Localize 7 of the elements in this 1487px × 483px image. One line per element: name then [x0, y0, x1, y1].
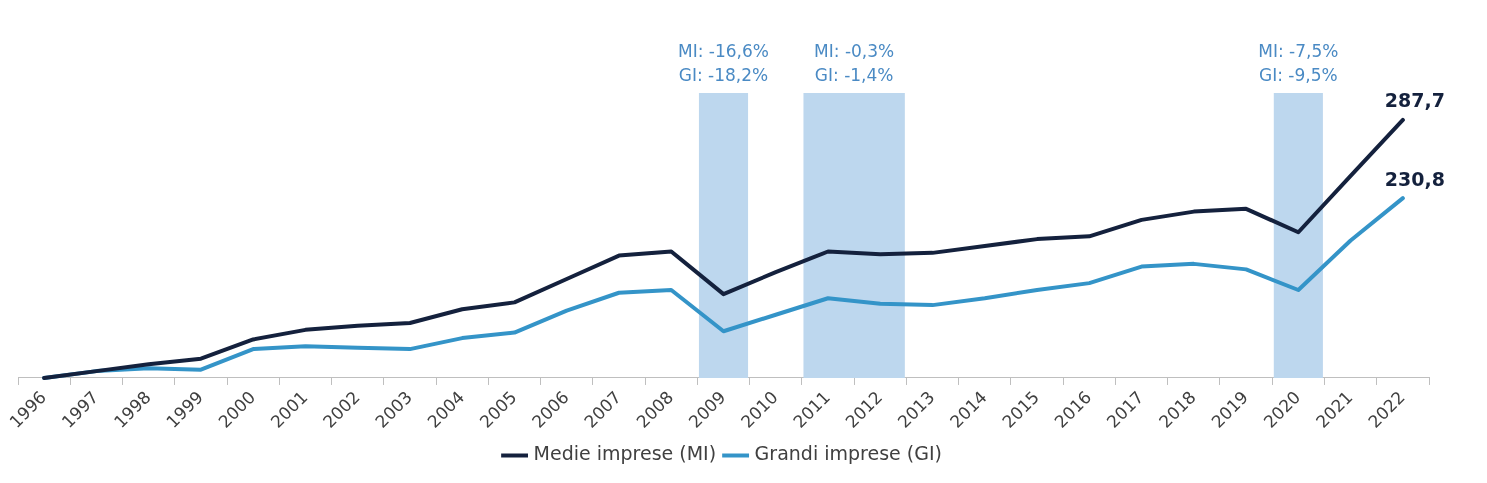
legend-label: Medie imprese (MI) [533, 442, 717, 465]
band-label: MI: -7,5% GI: -9,5% [1258, 40, 1339, 85]
legend-label: Grandi imprese (GI) [754, 442, 942, 465]
data-label: 230,8 [1384, 167, 1445, 190]
band-label: MI: -0,3% GI: -1,4% [814, 40, 895, 85]
band-label: MI: -16,6% GI: -18,2% [678, 40, 769, 85]
data-label: 287,7 [1384, 89, 1445, 112]
